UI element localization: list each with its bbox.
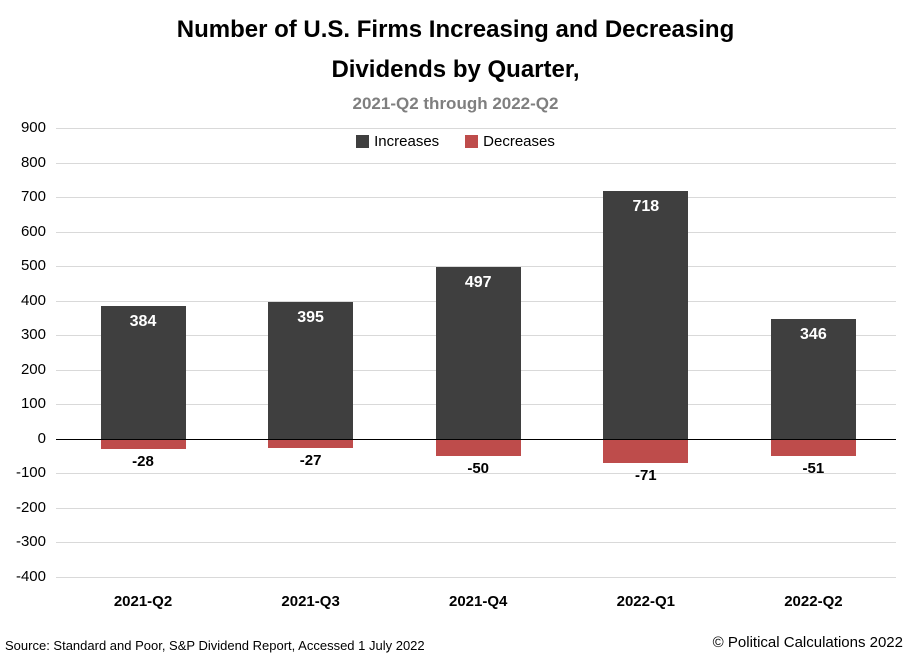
plot-area: 384 -28 395 -27 497 -50 718 -71 346 -51 bbox=[56, 128, 896, 578]
bar-decreases-2021-Q4 bbox=[435, 438, 521, 457]
gridline-500 bbox=[56, 266, 896, 268]
copyright-note: © Political Calculations 2022 bbox=[712, 634, 903, 651]
y-tick-label--100: -100 bbox=[15, 464, 46, 482]
legend-label-increases: Increases bbox=[374, 133, 440, 150]
legend-swatch-decreases bbox=[465, 135, 479, 148]
legend-label-decreases: Decreases bbox=[483, 133, 555, 150]
value-label-decreases-2022-Q2: -51 bbox=[802, 460, 825, 478]
y-tick-label-300: 300 bbox=[20, 326, 46, 344]
y-tick-label--200: -200 bbox=[15, 498, 46, 516]
legend-item-decreases: Decreases bbox=[465, 133, 555, 150]
gridline-700 bbox=[56, 197, 896, 199]
value-label-increases-2022-Q2: 346 bbox=[800, 326, 827, 344]
y-tick-label-200: 200 bbox=[20, 360, 46, 378]
bar-decreases-2022-Q2 bbox=[770, 438, 856, 457]
gridline--200 bbox=[56, 507, 896, 509]
gridline-800 bbox=[56, 162, 896, 164]
y-tick-label-600: 600 bbox=[20, 222, 46, 240]
source-note: Source: Standard and Poor, S&P Dividend … bbox=[5, 638, 425, 653]
x-tick-label-2021-Q2: 2021-Q2 bbox=[113, 593, 173, 610]
legend-item-increases: Increases bbox=[356, 133, 439, 150]
chart-title-line1: Number of U.S. Firms Increasing and Decr… bbox=[176, 16, 735, 43]
y-tick-label-800: 800 bbox=[20, 153, 46, 171]
x-tick-label-2022-Q1: 2022-Q1 bbox=[616, 593, 675, 610]
bar-increases-2022-Q1 bbox=[603, 190, 689, 439]
y-tick-label-500: 500 bbox=[20, 257, 46, 275]
y-tick-label-100: 100 bbox=[20, 395, 46, 413]
bar-decreases-2021-Q3 bbox=[268, 438, 354, 449]
y-tick-label-700: 700 bbox=[20, 188, 46, 206]
bar-increases-2022-Q2 bbox=[770, 319, 856, 439]
chart-subtitle: 2021-Q2 through 2022-Q2 bbox=[352, 94, 559, 113]
y-tick-label--400: -400 bbox=[15, 568, 46, 585]
x-axis-zero-line bbox=[56, 438, 896, 441]
bar-increases-2021-Q2 bbox=[100, 306, 186, 439]
gridline--400 bbox=[56, 577, 896, 578]
chart-title-line2: Dividends by Quarter, bbox=[331, 56, 580, 83]
y-tick-label-0: 0 bbox=[37, 429, 46, 447]
bar-decreases-2022-Q1 bbox=[603, 438, 689, 464]
legend-swatch-increases bbox=[356, 135, 370, 148]
gridline--300 bbox=[56, 542, 896, 544]
y-tick-label--300: -300 bbox=[15, 533, 46, 551]
y-tick-label-400: 400 bbox=[20, 291, 46, 309]
x-tick-label-2021-Q3: 2021-Q3 bbox=[281, 593, 340, 610]
value-label-increases-2022-Q1: 718 bbox=[632, 197, 660, 215]
gridline-600 bbox=[56, 231, 896, 233]
value-label-decreases-2022-Q1: -71 bbox=[634, 467, 657, 485]
bar-decreases-2021-Q2 bbox=[100, 438, 186, 449]
value-label-decreases-2021-Q4: -50 bbox=[467, 460, 490, 478]
gridline-900 bbox=[56, 128, 896, 129]
value-label-increases-2021-Q3: 395 bbox=[297, 309, 324, 327]
bar-increases-2021-Q4 bbox=[435, 267, 521, 439]
bar-increases-2021-Q3 bbox=[268, 302, 354, 439]
value-label-increases-2021-Q2: 384 bbox=[129, 313, 157, 331]
x-tick-label-2021-Q4: 2021-Q4 bbox=[449, 593, 508, 610]
gridline--100 bbox=[56, 473, 896, 475]
chart-title: Number of U.S. Firms Increasing and Decr… bbox=[0, 10, 911, 90]
x-tick-label-2022-Q2: 2022-Q2 bbox=[784, 593, 843, 610]
legend: Increases Decreases bbox=[0, 133, 911, 150]
value-label-decreases-2021-Q3: -27 bbox=[299, 452, 322, 470]
y-tick-label-900: 900 bbox=[20, 119, 46, 136]
value-label-decreases-2021-Q2: -28 bbox=[132, 452, 154, 470]
value-label-increases-2021-Q4: 497 bbox=[464, 274, 492, 292]
